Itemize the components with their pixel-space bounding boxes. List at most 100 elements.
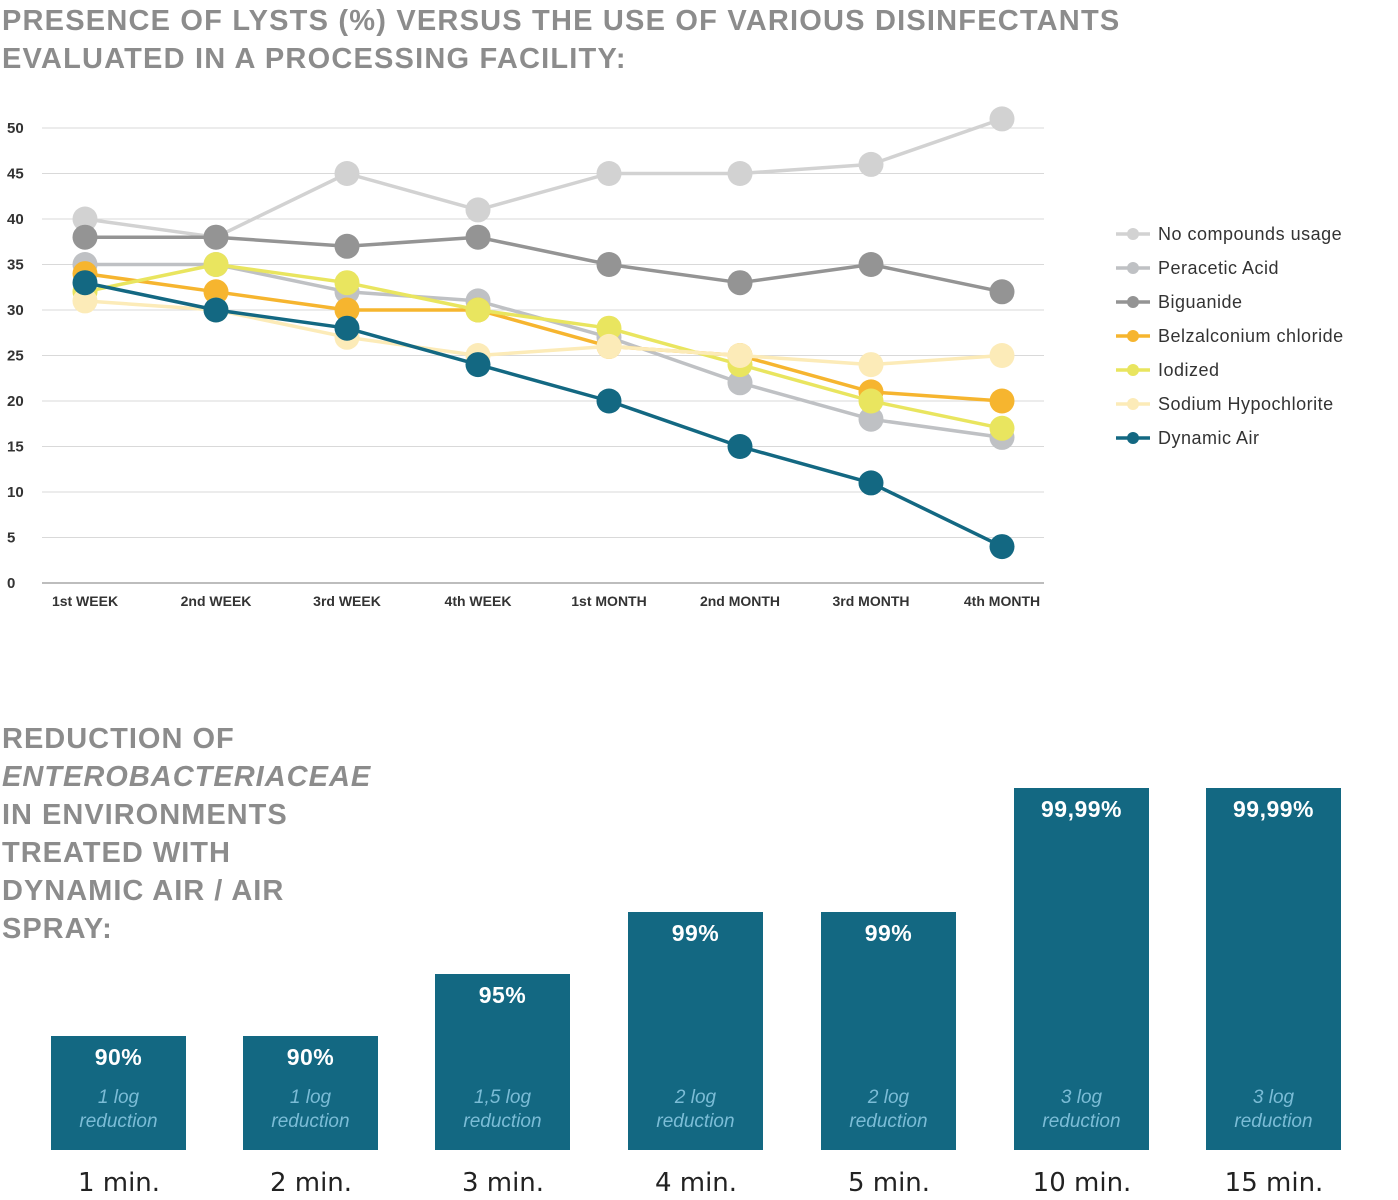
legend-label: Iodized [1158,360,1220,380]
bar-log-reduction-note: 3 log reduction [1014,1086,1149,1134]
bar-note-line: 3 log [1060,1087,1103,1108]
bar-category-label: 10 min. [1032,1168,1132,1198]
bar-chart-title-line-4: TREATED WITH [2,837,231,869]
bar-note-line: reduction [271,1111,350,1132]
data-point [465,224,491,250]
data-point [203,252,229,277]
legend-label: Sodium Hypochlorite [1158,394,1334,414]
data-point [596,252,622,277]
data-point [72,270,98,296]
x-tick-label: 3rd WEEK [313,593,381,609]
data-point [334,270,360,296]
data-point [858,352,884,378]
x-tick-label: 1st WEEK [52,593,118,609]
bar-chart-title-line-3: IN ENVIRONMENTS [2,799,288,831]
y-tick-label: 10 [7,484,24,501]
line-chart-title-line-1: PRESENCE OF LYSTS (%) VERSUS THE USE OF … [2,5,1121,37]
bar-category-label: 1 min. [77,1168,161,1198]
y-tick-label: 50 [7,120,24,137]
data-point [465,297,491,323]
bar-log-reduction-note: 1 log reduction [51,1086,186,1134]
series-line [84,271,1003,403]
x-tick-label: 3rd MONTH [833,593,910,609]
bar-category-label: 2 min. [269,1168,353,1198]
bar-value-label: 90% [286,1044,335,1070]
legend-label: Peracetic Acid [1158,258,1279,278]
legend-swatch-dot [1127,330,1139,342]
bar-chart-title: REDUCTION OF ENTEROBACTERIACEAE IN ENVIR… [2,720,422,948]
legend-swatch-dot [1127,398,1139,410]
data-point [858,388,884,414]
bar: 90% 1 log reduction [243,1036,378,1150]
data-point [727,270,753,296]
bar-category-label: 5 min. [847,1168,931,1198]
bar-chart-title-line-2: ENTEROBACTERIACEAE [2,761,372,793]
bar-note-line: reduction [463,1111,542,1132]
bar-value-label: 95% [478,982,527,1008]
data-point [989,106,1015,132]
bar: 99% 2 log reduction [628,912,763,1150]
y-tick-label: 0 [7,575,15,592]
data-point [989,534,1015,560]
bar-log-reduction-note: 2 log reduction [628,1086,763,1134]
bar: 99,99% 3 log reduction [1206,788,1341,1150]
bar-log-reduction-note: 3 log reduction [1206,1086,1341,1134]
x-tick-label: 2nd WEEK [181,593,252,609]
bar-log-reduction-note: 2 log reduction [821,1086,956,1134]
line-chart: 0 5 10 15 20 25 30 35 40 45 50 1st WEEK 2nd WEEK 3rd … [7,106,1344,609]
data-point [858,470,884,496]
y-tick-label: 30 [7,302,24,319]
series-line [84,280,1003,549]
bar-note-line: 1 log [97,1087,140,1108]
legend-label: Dynamic Air [1158,428,1260,448]
bar-category-label: 15 min. [1224,1168,1324,1198]
data-point [465,352,491,378]
series-line [84,262,1003,431]
y-tick-label: 35 [7,257,24,274]
bar-note-line: reduction [1234,1111,1313,1132]
data-point [727,434,753,459]
bar-log-reduction-note: 1 log reduction [243,1086,378,1134]
data-point [203,279,229,305]
bar: 95% 1,5 log reduction [435,974,570,1150]
data-point [727,161,753,186]
data-point [465,197,491,223]
bar-value-label: 99% [671,920,720,946]
series-line [84,117,1003,239]
bar-note-line: 2 log [867,1087,910,1108]
data-point [334,233,360,259]
legend-swatch-dot [1127,228,1139,240]
legend-swatch-dot [1127,296,1139,308]
data-point [989,279,1015,305]
data-point [596,161,622,186]
data-point [727,370,753,396]
bar-note-line: 3 log [1252,1087,1295,1108]
legend-label: No compounds usage [1158,224,1342,244]
bar-chart-title-line-5: DYNAMIC AIR / AIR [2,875,285,907]
data-point [596,333,622,359]
bar-value-label: 99,99% [1232,796,1314,822]
y-tick-label: 20 [7,393,24,410]
data-point [334,161,360,186]
data-point [989,343,1015,368]
bar-chart-title-line-6: SPRAY: [2,913,113,945]
data-point [858,406,884,432]
bar-note-line: 1,5 log [473,1087,532,1108]
data-point [334,315,360,341]
bar-note-line: reduction [1042,1111,1121,1132]
legend-swatch-dot [1127,364,1139,376]
bar: 99,99% 3 log reduction [1014,788,1149,1150]
line-chart-title: PRESENCE OF LYSTS (%) VERSUS THE USE OF … [2,2,1302,78]
data-point [596,315,622,341]
x-tick-label: 4th MONTH [964,593,1040,609]
data-point [858,151,884,177]
y-tick-label: 45 [7,166,24,183]
y-tick-label: 5 [7,530,15,547]
line-chart-title-line-2: EVALUATED IN A PROCESSING FACILITY: [2,43,627,75]
data-point [858,252,884,277]
bar-note-line: reduction [849,1111,928,1132]
legend-label: Belzalconium chloride [1158,326,1344,346]
x-tick-label: 1st MONTH [571,593,646,609]
legend-swatch-dot [1127,262,1139,274]
x-tick-label: 4th WEEK [445,593,512,609]
